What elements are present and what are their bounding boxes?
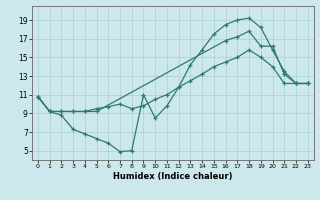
X-axis label: Humidex (Indice chaleur): Humidex (Indice chaleur): [113, 172, 233, 181]
